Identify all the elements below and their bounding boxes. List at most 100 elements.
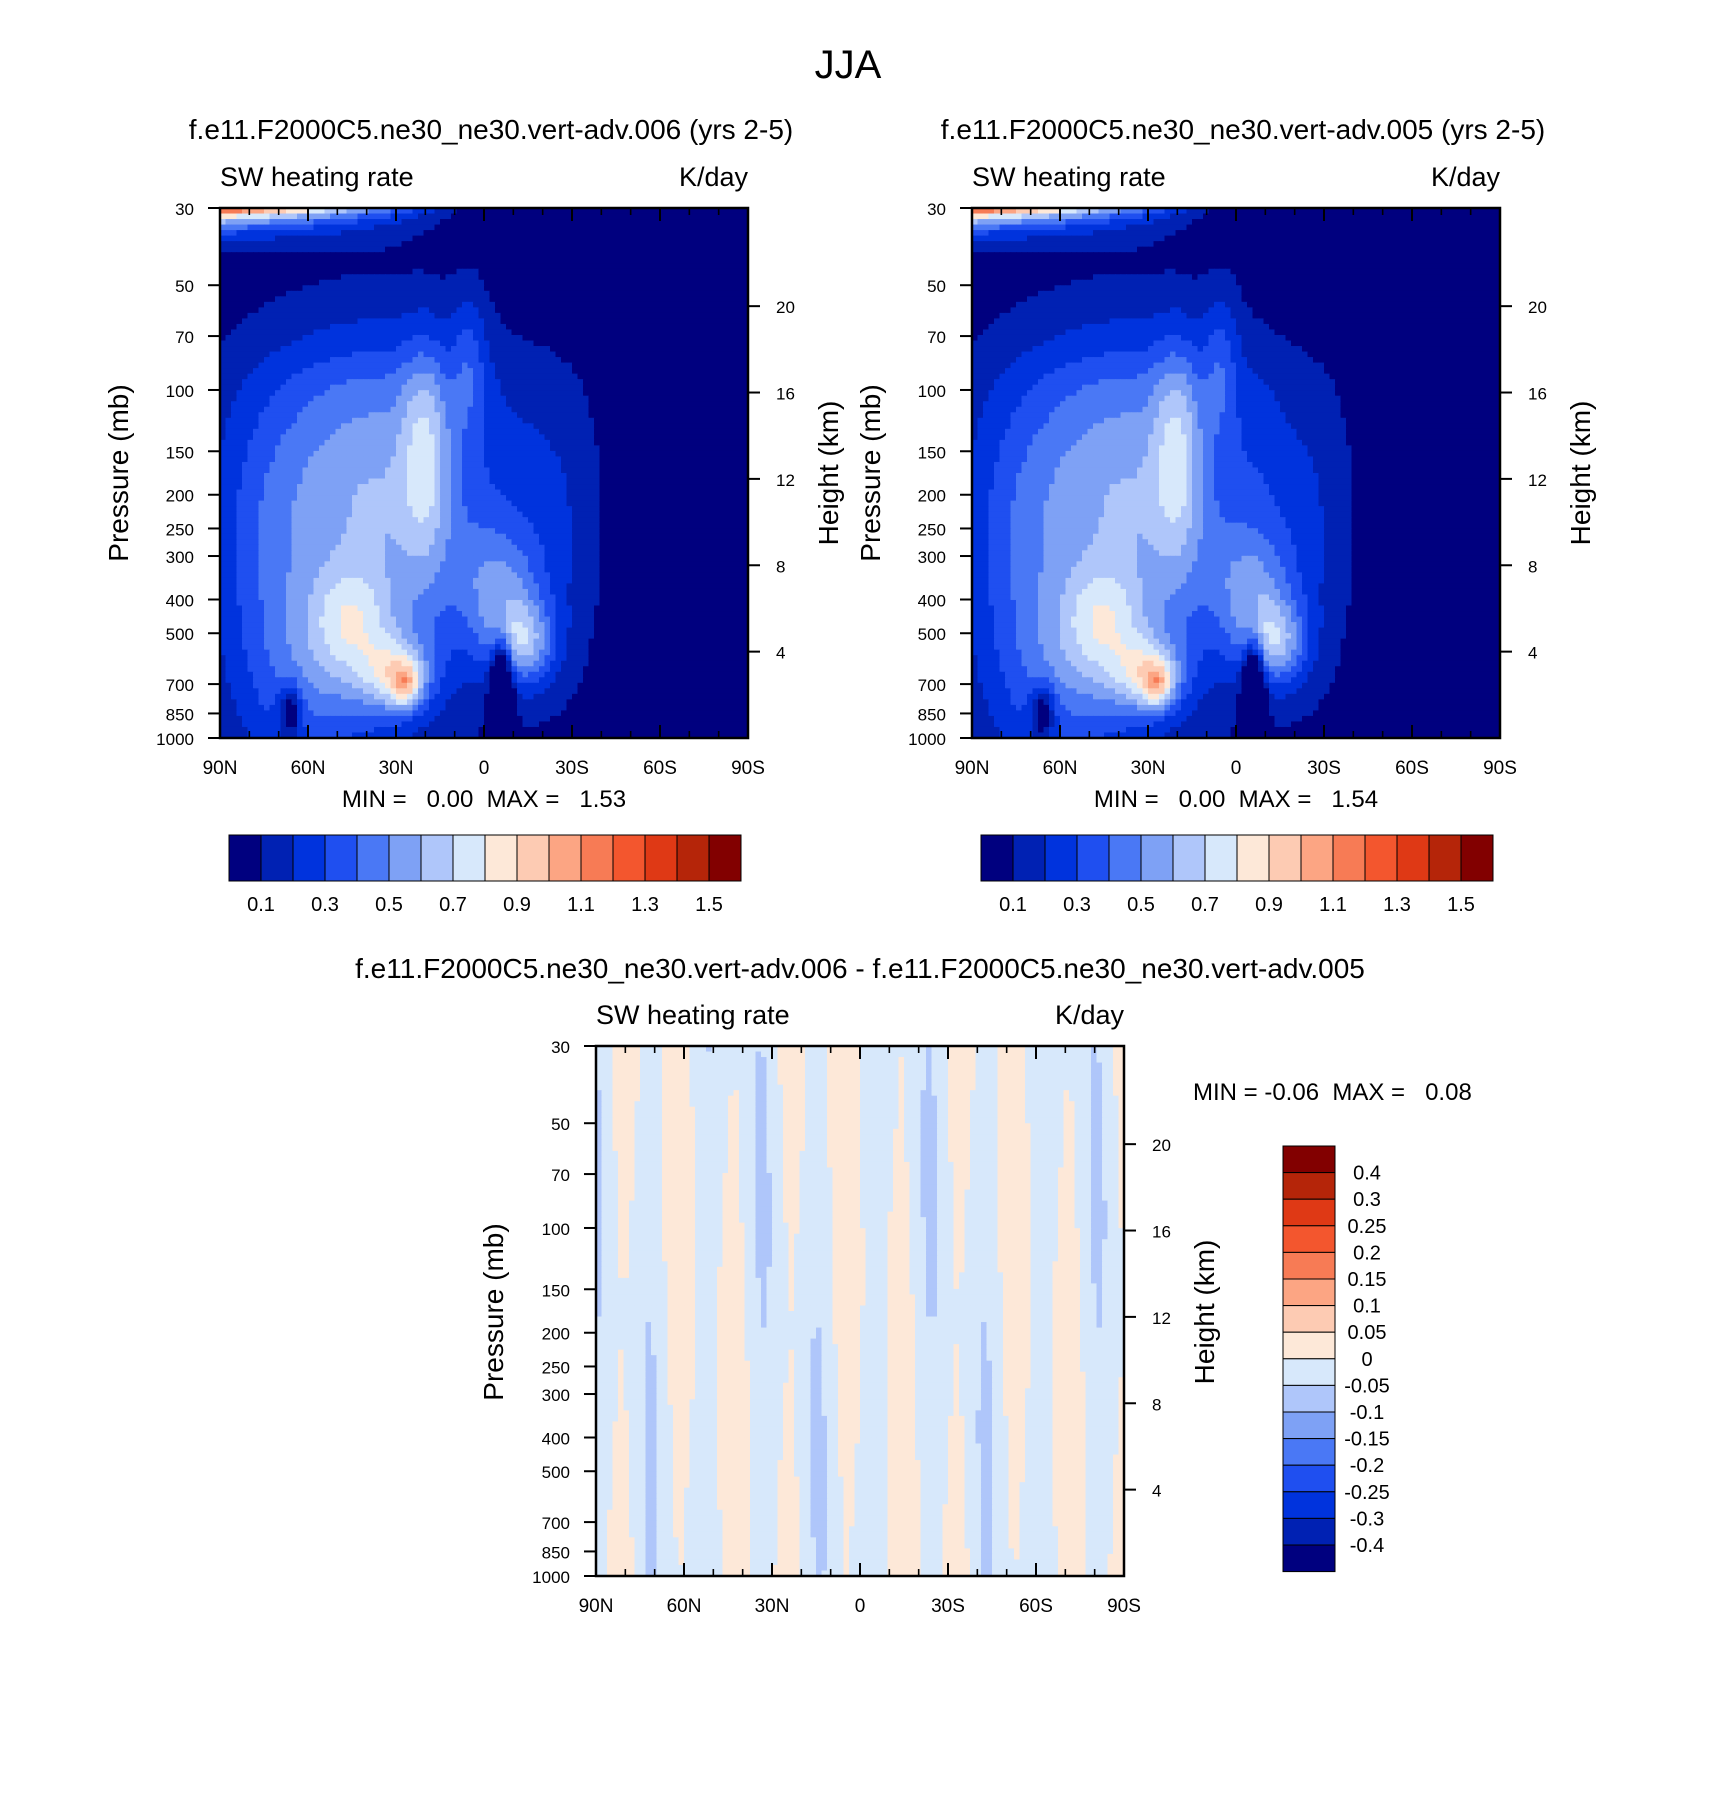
contour-cell bbox=[616, 450, 623, 458]
contour-cell bbox=[638, 268, 645, 275]
contour-cell bbox=[286, 241, 293, 248]
contour-cell bbox=[319, 473, 326, 480]
contour-cell bbox=[264, 445, 271, 452]
contour-cell bbox=[550, 357, 557, 364]
contour-cell bbox=[412, 351, 419, 358]
contour-cell bbox=[390, 246, 397, 253]
contour-cell bbox=[555, 379, 562, 386]
contour-cell bbox=[720, 213, 727, 220]
contour-cell bbox=[280, 246, 287, 253]
contour-cell bbox=[335, 307, 342, 314]
contour-cell bbox=[291, 208, 298, 215]
contour-cell bbox=[495, 307, 502, 314]
contour-cell bbox=[726, 357, 733, 364]
contour-cell bbox=[385, 450, 392, 458]
contour-cell bbox=[319, 279, 326, 286]
contour-cell bbox=[352, 450, 359, 458]
contour-cell bbox=[605, 241, 612, 248]
contour-cell bbox=[698, 412, 705, 419]
contour-cell bbox=[495, 252, 502, 259]
contour-cell bbox=[412, 450, 419, 458]
contour-cell bbox=[352, 395, 359, 402]
contour-cell bbox=[687, 368, 694, 375]
contour-cell bbox=[379, 224, 386, 231]
contour-cell bbox=[528, 395, 535, 402]
contour-cell bbox=[423, 252, 430, 259]
contour-cell bbox=[638, 252, 645, 259]
contour-cell bbox=[621, 323, 628, 331]
contour-cell bbox=[346, 263, 353, 270]
contour-cell bbox=[473, 318, 480, 325]
contour-cell bbox=[396, 467, 403, 474]
contour-cell bbox=[511, 213, 518, 220]
contour-cell bbox=[418, 478, 425, 485]
contour-cell bbox=[561, 390, 568, 397]
contour-cell bbox=[297, 423, 304, 430]
contour-cell bbox=[654, 484, 661, 491]
contour-cell bbox=[379, 346, 386, 353]
contour-cell bbox=[720, 285, 727, 292]
contour-cell bbox=[423, 456, 430, 463]
contour-cell bbox=[412, 478, 419, 485]
contour-cell bbox=[594, 489, 601, 496]
contour-cell bbox=[379, 489, 386, 496]
contour-cell bbox=[517, 428, 524, 435]
contour-cell bbox=[489, 340, 496, 347]
contour-cell bbox=[511, 450, 518, 458]
contour-cell bbox=[561, 379, 568, 386]
contour-cell bbox=[632, 263, 639, 270]
contour-cell bbox=[324, 334, 331, 342]
contour-cell bbox=[297, 246, 304, 253]
contour-cell bbox=[583, 445, 590, 452]
contour-cell bbox=[462, 373, 469, 380]
contour-cell bbox=[302, 450, 309, 458]
contour-cell bbox=[506, 417, 513, 424]
contour-cell bbox=[561, 301, 568, 308]
contour-cell bbox=[665, 373, 672, 380]
contour-cell bbox=[297, 384, 304, 391]
contour-cell bbox=[599, 301, 606, 308]
contour-cell bbox=[511, 373, 518, 380]
contour-cell bbox=[698, 296, 705, 303]
contour-cell bbox=[522, 390, 529, 397]
contour-cell bbox=[484, 439, 491, 446]
contour-cell bbox=[495, 219, 502, 226]
contour-cell bbox=[561, 334, 568, 342]
contour-cell bbox=[357, 428, 364, 435]
contour-cell bbox=[451, 224, 458, 231]
contour-cell bbox=[242, 346, 249, 353]
contour-cell bbox=[269, 461, 276, 469]
contour-cell bbox=[319, 384, 326, 391]
contour-cell bbox=[335, 412, 342, 419]
contour-cell bbox=[390, 312, 397, 320]
contour-cell bbox=[412, 467, 419, 474]
contour-cell bbox=[390, 401, 397, 408]
contour-cell bbox=[654, 296, 661, 303]
contour-cell bbox=[390, 290, 397, 297]
contour-cell bbox=[720, 445, 727, 452]
contour-cell bbox=[236, 323, 243, 331]
contour-cell bbox=[429, 379, 436, 386]
contour-cell bbox=[511, 445, 518, 452]
contour-cell bbox=[385, 445, 392, 452]
contour-cell bbox=[742, 484, 748, 491]
contour-cell bbox=[269, 323, 276, 331]
contour-cell bbox=[407, 456, 414, 463]
contour-cell bbox=[429, 450, 436, 458]
contour-cell bbox=[225, 235, 232, 242]
contour-cell bbox=[368, 307, 375, 314]
contour-cell bbox=[286, 334, 293, 342]
contour-cell bbox=[566, 252, 573, 259]
contour-cell bbox=[649, 279, 656, 286]
contour-cell bbox=[484, 230, 491, 237]
contour-cell bbox=[335, 257, 342, 264]
contour-cell bbox=[682, 412, 689, 419]
contour-cell bbox=[649, 323, 656, 331]
contour-cell bbox=[363, 307, 370, 314]
contour-cell bbox=[341, 285, 348, 292]
contour-cell bbox=[720, 412, 727, 419]
contour-cell bbox=[605, 323, 612, 331]
contour-cell bbox=[704, 412, 711, 419]
contour-cell bbox=[715, 296, 722, 303]
contour-cell bbox=[737, 252, 744, 259]
